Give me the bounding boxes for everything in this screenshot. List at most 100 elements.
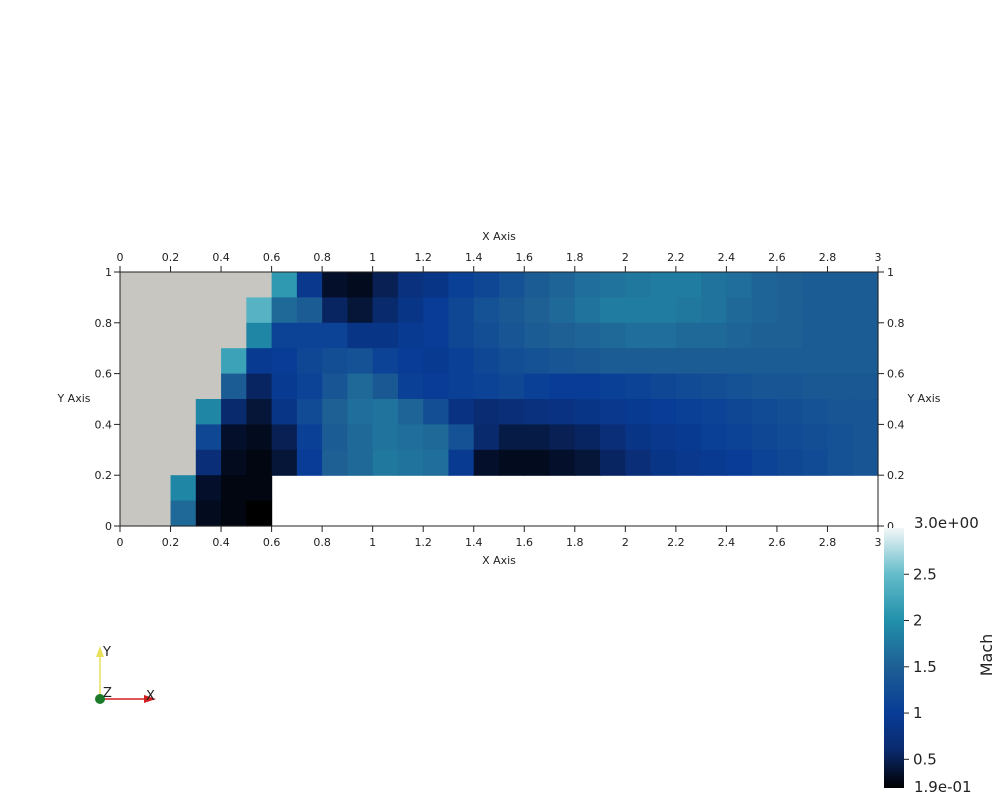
heatmap-cell: [701, 322, 727, 349]
heatmap-cell: [195, 424, 222, 451]
no-data-cell: [120, 322, 146, 349]
bottom-x-tick-label: 2.4: [718, 536, 736, 549]
no-data-cell: [246, 272, 273, 298]
top-x-tick-label: 2.6: [768, 251, 786, 264]
heatmap-cell: [827, 399, 854, 425]
heatmap-cell: [852, 424, 879, 451]
heatmap-cell: [322, 297, 348, 324]
heatmap-cell: [221, 449, 247, 476]
heatmap-cell: [574, 297, 601, 324]
heatmap-cell: [549, 297, 576, 324]
top-x-tick-label: 2.4: [718, 251, 736, 264]
left-y-tick-label: 1: [105, 266, 112, 279]
axes-ticks: 000.20.20.40.40.60.60.80.8111.21.21.41.4…: [95, 251, 905, 549]
no-data-cell: [145, 373, 172, 400]
heatmap-cell: [726, 272, 753, 298]
heatmap-cell: [397, 399, 424, 425]
heatmap-cell: [221, 500, 247, 527]
heatmap-cell: [423, 449, 450, 476]
no-data-cell: [145, 322, 172, 349]
heatmap-cell: [776, 297, 803, 324]
heatmap-cell: [574, 348, 601, 375]
heatmap-cell: [549, 449, 576, 476]
colorbar-tick-label: 0.5: [913, 750, 937, 768]
heatmap-cell: [473, 449, 500, 476]
bottom-x-tick-label: 3: [875, 536, 882, 549]
heatmap-cell: [701, 373, 727, 400]
bottom-x-tick-label: 2.8: [819, 536, 837, 549]
no-data-cell: [120, 424, 146, 451]
heatmap-cell: [423, 424, 450, 451]
heatmap-cell: [549, 373, 576, 400]
colorbar-ticks: 0.5 1 1.5 2 2.5: [904, 565, 937, 768]
heatmap-cell: [448, 348, 475, 375]
left-y-tick-label: 0.4: [95, 418, 113, 431]
heatmap-cell: [296, 399, 323, 425]
top-x-tick-label: 0.6: [263, 251, 281, 264]
top-x-axis-title: X Axis: [482, 230, 516, 243]
colorbar-tick-label: 1: [913, 704, 923, 722]
heatmap-cell: [827, 272, 854, 298]
no-data-cell: [145, 348, 172, 375]
heatmap-cell: [625, 449, 652, 476]
heatmap-cell: [296, 449, 323, 476]
heatmap-cell: [372, 272, 399, 298]
heatmap-cell: [827, 348, 854, 375]
heatmap-cell: [271, 297, 298, 324]
no-data-cell: [120, 297, 146, 324]
no-data-cell: [120, 500, 146, 527]
bottom-x-tick-label: 0.2: [162, 536, 180, 549]
no-data-cell: [221, 322, 247, 349]
heatmap-cell: [751, 373, 778, 400]
no-data-cell: [170, 348, 197, 375]
heatmap-cell: [776, 322, 803, 349]
heatmap-cell: [170, 475, 197, 502]
heatmap-cell: [397, 449, 424, 476]
top-x-tick-label: 1.4: [465, 251, 483, 264]
heatmap-cell: [726, 348, 753, 375]
heatmap-cell: [524, 399, 551, 425]
heatmap-cell: [600, 272, 626, 298]
heatmap-cell: [701, 272, 727, 298]
no-data-cell: [120, 449, 146, 476]
heatmap-cell: [802, 348, 829, 375]
heatmap-cell: [296, 373, 323, 400]
left-y-tick-label: 0: [105, 520, 112, 533]
no-data-cell: [195, 322, 222, 349]
heatmap-cell: [650, 297, 677, 324]
x-axis-letter: X: [146, 689, 155, 704]
heatmap-cell: [524, 297, 551, 324]
heatmap-cell: [246, 348, 273, 375]
no-data-cell: [221, 272, 247, 298]
heatmap-cell: [372, 348, 399, 375]
bottom-x-tick-label: 2: [622, 536, 629, 549]
heatmap-cell: [751, 424, 778, 451]
heatmap-cell: [322, 449, 348, 476]
heatmap-cell: [221, 475, 247, 502]
colorbar-tick-label: 2: [913, 612, 923, 630]
heatmap-cell: [827, 424, 854, 451]
top-x-tick-label: 1.6: [516, 251, 534, 264]
heatmap-cell: [347, 272, 374, 298]
heatmap-cell: [271, 373, 298, 400]
bottom-x-axis-title: X Axis: [482, 554, 516, 567]
heatmap-cell: [625, 272, 652, 298]
heatmap-cell: [271, 424, 298, 451]
heatmap-cell: [751, 297, 778, 324]
no-data-cell: [195, 272, 222, 298]
heatmap-cell: [549, 399, 576, 425]
heatmap-cell: [802, 399, 829, 425]
no-data-cell: [170, 424, 197, 451]
heatmap-cell: [499, 348, 525, 375]
heatmap-cell: [524, 322, 551, 349]
top-x-tick-label: 0.2: [162, 251, 180, 264]
heatmap-cell: [499, 424, 525, 451]
no-data-cell: [120, 373, 146, 400]
heatmap-cell: [246, 322, 273, 349]
right-y-tick-label: 1: [887, 266, 894, 279]
heatmap-cell: [448, 449, 475, 476]
left-y-tick-label: 0.2: [95, 469, 113, 482]
orientation-axes-widget: Y X Z: [95, 645, 156, 704]
heatmap-cell: [549, 322, 576, 349]
heatmap-cell: [448, 424, 475, 451]
